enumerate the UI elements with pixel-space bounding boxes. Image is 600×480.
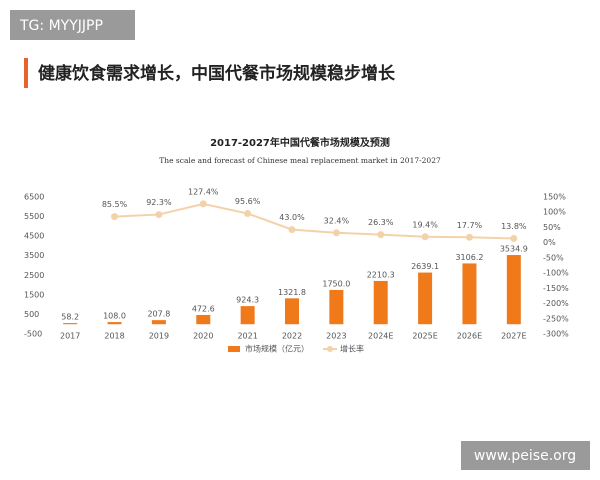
growth-point xyxy=(155,211,163,219)
growth-point xyxy=(199,200,207,208)
y-tick-label: 500 xyxy=(24,310,39,319)
x-tick-label: 2027E xyxy=(501,332,526,341)
line-value-label: 19.4% xyxy=(412,220,438,229)
y-tick-label: 2500 xyxy=(24,271,44,280)
header-accent xyxy=(24,58,28,88)
line-value-label: 85.5% xyxy=(102,200,128,209)
y2-tick-label: -200% xyxy=(543,299,569,308)
bar-value-label: 924.3 xyxy=(236,296,259,305)
legend-swatch xyxy=(228,346,240,352)
y2-tick-label: -50% xyxy=(543,253,564,262)
bar-value-label: 3106.2 xyxy=(455,253,483,262)
watermark: TG: MYYJJPP xyxy=(19,18,103,34)
y2-tick-label: -250% xyxy=(543,314,569,323)
bar-value-label: 2210.3 xyxy=(367,270,395,279)
x-tick-label: 2025E xyxy=(412,332,437,341)
bar-value-label: 1750.0 xyxy=(322,279,350,288)
bar xyxy=(329,289,344,325)
x-tick-label: 2018 xyxy=(104,332,124,341)
bar xyxy=(373,280,388,325)
watermark-box xyxy=(10,10,135,40)
line-value-label: 26.3% xyxy=(368,218,394,227)
x-tick-label: 2023 xyxy=(326,332,346,341)
x-tick-label: 2019 xyxy=(149,332,169,341)
bar xyxy=(462,263,477,325)
y-tick-label: 3500 xyxy=(24,251,44,260)
growth-point xyxy=(377,231,385,239)
x-tick-label: 2021 xyxy=(237,332,257,341)
line-value-label: 32.4% xyxy=(324,216,350,225)
x-tick-label: 2020 xyxy=(193,332,213,341)
y-tick-label: -500 xyxy=(24,330,42,339)
line-value-label: 127.4% xyxy=(188,187,219,196)
line-value-label: 43.0% xyxy=(279,213,305,222)
x-tick-label: 2022 xyxy=(282,332,302,341)
growth-point xyxy=(111,213,119,221)
bar xyxy=(196,314,211,325)
y2-tick-label: 50% xyxy=(543,223,561,232)
y-tick-label: 4500 xyxy=(24,232,44,241)
chart-subtitle: The scale and forecast of Chinese meal r… xyxy=(159,156,441,165)
legend-label: 增长率 xyxy=(340,344,364,354)
y2-tick-label: -100% xyxy=(543,269,569,278)
chart-title: 2017-2027年中国代餐市场规模及预测 xyxy=(210,136,390,149)
bar-value-label: 58.2 xyxy=(61,313,79,322)
y2-tick-label: -150% xyxy=(543,284,569,293)
bar xyxy=(107,322,122,325)
bar-value-label: 2639.1 xyxy=(411,262,439,271)
y2-tick-label: -300% xyxy=(543,330,569,339)
growth-point xyxy=(332,229,340,237)
y2-tick-label: 150% xyxy=(543,193,566,202)
bar xyxy=(63,323,78,325)
growth-point xyxy=(510,234,518,242)
line-value-label: 17.7% xyxy=(457,221,483,230)
growth-line xyxy=(114,202,514,240)
y2-tick-label: 0% xyxy=(543,238,556,247)
legend-label: 市场规模（亿元） xyxy=(245,344,309,354)
bar-value-label: 1321.8 xyxy=(278,288,306,297)
bar xyxy=(151,320,166,325)
y-tick-label: 1500 xyxy=(24,290,44,299)
y-tick-label: 6500 xyxy=(24,193,44,202)
bar-value-label: 108.0 xyxy=(103,312,126,321)
y2-tick-label: 100% xyxy=(543,208,566,217)
x-tick-label: 2026E xyxy=(457,332,482,341)
line-value-label: 92.3% xyxy=(146,198,172,207)
growth-point xyxy=(288,226,296,234)
bar-value-label: 207.8 xyxy=(147,310,170,319)
growth-point xyxy=(421,233,429,241)
legend-swatch xyxy=(327,346,333,352)
site-box xyxy=(461,441,590,470)
site-watermark: www.peise.org xyxy=(474,448,576,464)
growth-point xyxy=(465,233,473,241)
bar-value-label: 472.6 xyxy=(192,304,215,313)
bar xyxy=(418,272,433,325)
growth-point xyxy=(244,210,252,218)
header-title: 健康饮食需求增长，中国代餐市场规模稳步增长 xyxy=(38,63,396,84)
bar xyxy=(506,255,521,325)
x-tick-label: 2017 xyxy=(60,332,80,341)
bar xyxy=(285,298,299,325)
line-value-label: 13.8% xyxy=(501,222,527,231)
bar xyxy=(240,306,255,325)
line-value-label: 95.6% xyxy=(235,197,261,206)
bar-value-label: 3534.9 xyxy=(500,245,528,254)
y-tick-label: 5500 xyxy=(24,212,44,221)
x-tick-label: 2024E xyxy=(368,332,393,341)
